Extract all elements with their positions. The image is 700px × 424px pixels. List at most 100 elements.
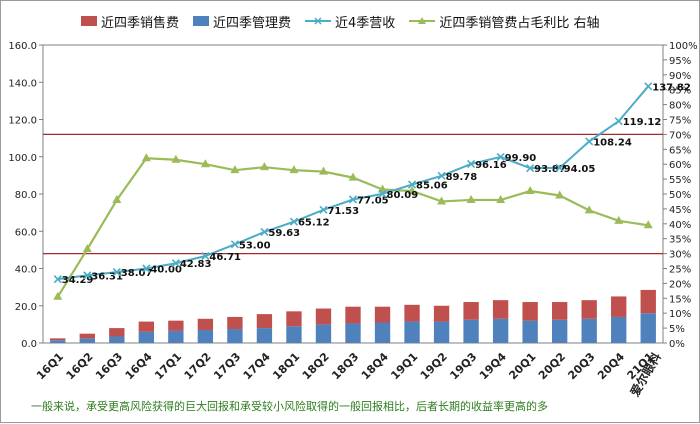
right-axis-tick-label: 80%: [669, 101, 691, 112]
point-expense-ratio: [82, 244, 92, 253]
data-label-revenue: 71.53: [327, 206, 359, 217]
right-axis-tick-label: 55%: [669, 175, 691, 186]
point-expense-ratio: [643, 220, 653, 229]
line-revenue: [57, 85, 650, 281]
x-axis-tick-label: 18Q2: [300, 350, 332, 382]
right-axis-tick-label: 45%: [669, 205, 691, 216]
right-axis-tick-label: 15%: [669, 294, 691, 305]
bar-sales-expense: [227, 316, 243, 330]
point-expense-ratio: [141, 153, 151, 162]
legend-swatch-admin-expense: [193, 16, 210, 26]
right-axis-tick-label: 10%: [669, 309, 691, 320]
x-axis-tick-label: 18Q3: [329, 350, 361, 382]
x-axis-tick-label: 17Q4: [241, 350, 273, 382]
bar-sales-expense: [256, 314, 273, 329]
bar-admin-expense: [433, 321, 450, 343]
right-axis-tick-label: 65%: [669, 145, 691, 156]
data-label-revenue: 77.05: [357, 195, 389, 206]
data-label-revenue: 42.83: [180, 259, 212, 270]
point-expense-ratio: [525, 186, 535, 195]
data-label-revenue: 38.07: [121, 268, 153, 279]
bar-admin-expense: [138, 331, 155, 343]
x-axis-tick-label: 16Q4: [123, 350, 155, 382]
left-axis-tick-label: 0.0: [21, 339, 37, 350]
point-expense-ratio: [466, 194, 476, 203]
legend-item-revenue: 近4季营收: [305, 12, 395, 31]
x-axis-tick-label: 17Q2: [182, 350, 214, 382]
bar-admin-expense: [227, 329, 243, 343]
legend-swatch-expense-ratio: [409, 17, 436, 24]
data-label-revenue: 99.90: [505, 153, 537, 164]
bar-sales-expense: [374, 306, 391, 323]
data-label-revenue: 119.12: [623, 117, 662, 128]
bar-sales-expense: [109, 328, 125, 337]
data-label-revenue: 59.63: [268, 228, 300, 239]
data-label-revenue: 65.12: [298, 218, 330, 229]
point-expense-ratio: [171, 154, 181, 163]
point-revenue: [171, 259, 180, 268]
bar-sales-expense: [492, 300, 509, 319]
x-axis-tick-label: 19Q2: [418, 350, 450, 382]
point-revenue: [644, 82, 653, 91]
x-axis-tick-label: 20Q3: [565, 350, 597, 382]
point-revenue: [53, 275, 62, 284]
legend-label-sales-expense: 近四季销售费: [101, 15, 180, 31]
data-label-revenue: 89.78: [446, 172, 478, 183]
x-axis-tick-label: 20Q4: [595, 350, 627, 382]
bar-admin-expense: [551, 319, 568, 343]
x-axis-tick-label: 19Q1: [388, 350, 420, 382]
data-label-revenue: 40.00: [150, 265, 182, 276]
point-revenue: [555, 163, 564, 172]
bar-admin-expense: [374, 322, 391, 343]
right-axis-tick-label: 35%: [669, 235, 691, 246]
right-axis-tick-label: 90%: [669, 71, 691, 82]
bar-sales-expense: [522, 302, 538, 321]
x-axis-tick-label: 16Q3: [93, 350, 125, 382]
bar-admin-expense: [79, 338, 95, 343]
legend-label-expense-ratio: 近四季销管费占毛利比 右轴: [439, 15, 600, 31]
point-revenue: [585, 137, 594, 146]
bar-admin-expense: [640, 313, 656, 343]
bar-sales-expense: [315, 308, 332, 325]
point-revenue: [230, 240, 239, 249]
data-label-revenue: 93.87: [534, 164, 566, 175]
bar-sales-expense: [345, 306, 361, 324]
left-axis-tick-label: 120.0: [8, 116, 37, 127]
point-revenue: [319, 205, 328, 214]
bar-admin-expense: [168, 330, 184, 343]
right-axis-tick-label: 0%: [669, 339, 685, 350]
point-revenue: [348, 195, 358, 204]
plot-area-border: [42, 44, 664, 344]
legend-swatch-sales-expense: [81, 16, 97, 26]
bar-admin-expense: [256, 328, 273, 343]
point-revenue: [112, 268, 121, 277]
point-revenue: [201, 251, 210, 261]
point-expense-ratio: [614, 215, 624, 224]
left-axis-tick-label: 20.0: [15, 302, 37, 313]
point-expense-ratio: [259, 162, 269, 171]
point-revenue: [526, 164, 535, 173]
data-label-revenue: 137.82: [652, 82, 691, 93]
chart-footnote: 一般来说，承受更高风险获得的巨大回报和承受较小风险取得的一般回报相比，后者长期的…: [31, 400, 548, 413]
right-axis-tick-label: 85%: [669, 86, 691, 97]
point-revenue: [496, 152, 505, 162]
bar-admin-expense: [463, 319, 479, 343]
bar-sales-expense: [197, 318, 214, 330]
bar-sales-expense: [286, 311, 302, 327]
bar-sales-expense: [138, 321, 155, 332]
x-axis-tick-label: 18Q1: [270, 350, 302, 382]
point-expense-ratio: [289, 165, 299, 174]
left-axis-tick-label: 160.0: [8, 41, 37, 52]
x-axis-tick-label: 17Q3: [211, 350, 243, 382]
point-expense-ratio: [437, 196, 447, 205]
legend-label-admin-expense: 近四季管理费: [213, 15, 292, 31]
bar-sales-expense: [463, 302, 479, 320]
bar-admin-expense: [492, 318, 509, 343]
x-axis-tick-label: 16Q2: [64, 350, 96, 382]
right-axis-tick-label: 100%: [669, 41, 698, 52]
point-revenue: [378, 189, 387, 198]
x-axis-tick-label: 20Q1: [506, 350, 538, 382]
legend-item-sales-expense: 近四季销售费: [81, 12, 179, 31]
